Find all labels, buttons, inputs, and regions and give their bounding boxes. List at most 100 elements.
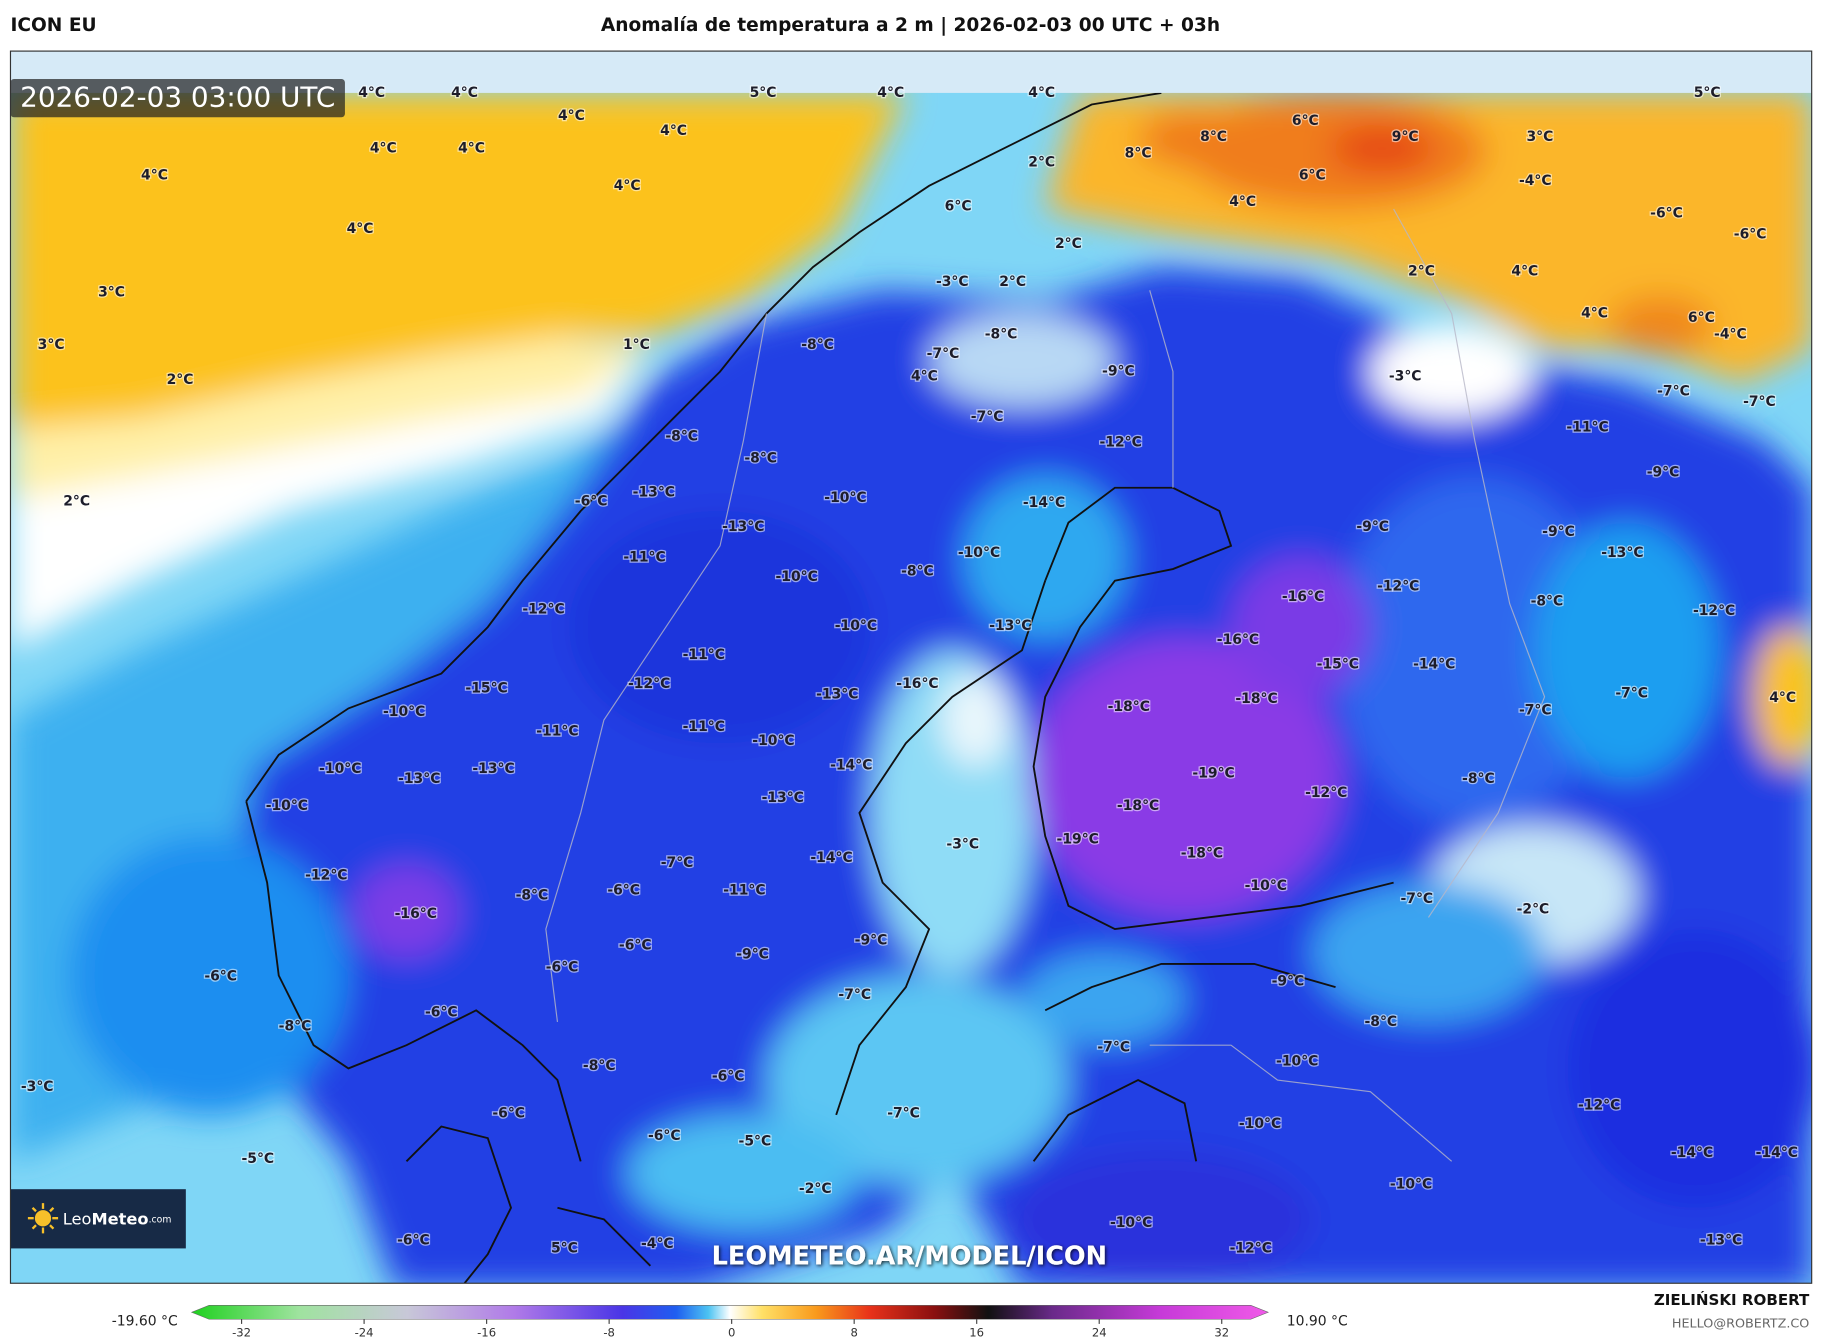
temperature-label: -8°C xyxy=(665,429,698,445)
temperature-label: 1°C xyxy=(623,337,650,353)
temperature-label: -13°C xyxy=(1700,1232,1742,1248)
temperature-label: -7°C xyxy=(1401,891,1434,907)
temperature-label: -14°C xyxy=(1413,656,1455,672)
model-name: ICON EU xyxy=(10,15,96,36)
temperature-label: -6°C xyxy=(425,1005,458,1021)
temperature-label: 8°C xyxy=(1125,145,1152,161)
temperature-label: -13°C xyxy=(1601,545,1643,561)
temperature-label: 2°C xyxy=(1408,264,1435,280)
temperature-label: -10°C xyxy=(958,545,1000,561)
temperature-label: 5°C xyxy=(1694,85,1721,101)
temperature-field xyxy=(10,92,1812,1284)
colorbar-tick-label: 24 xyxy=(1092,1326,1107,1339)
temperature-label: -14°C xyxy=(830,757,872,773)
temperature-label: 3°C xyxy=(38,337,65,353)
colorbar-tick-label: -32 xyxy=(232,1326,251,1339)
temperature-label: 2°C xyxy=(1055,236,1082,252)
temperature-label: -15°C xyxy=(465,681,507,697)
temperature-label: 5°C xyxy=(750,85,777,101)
temperature-label: -10°C xyxy=(1239,1116,1281,1132)
temperature-label: -7°C xyxy=(1097,1040,1130,1056)
temperature-label: -13°C xyxy=(989,618,1031,634)
temperature-label: 3°C xyxy=(98,285,125,301)
temperature-label: -7°C xyxy=(1519,703,1552,719)
temperature-label: 6°C xyxy=(945,199,972,215)
colorbar-tick-label: -24 xyxy=(355,1326,374,1339)
temperature-label: 4°C xyxy=(911,368,938,384)
temperature-label: -7°C xyxy=(927,346,960,362)
temperature-label: -13°C xyxy=(816,686,858,702)
temperature-label: -12°C xyxy=(305,868,347,884)
temperature-label: -8°C xyxy=(1462,771,1495,787)
temperature-label: 4°C xyxy=(458,141,485,157)
temperature-label: -6°C xyxy=(204,969,237,985)
temperature-label: -10°C xyxy=(1276,1053,1318,1069)
temperature-label: -11°C xyxy=(623,549,665,565)
temperature-label: -4°C xyxy=(641,1236,674,1252)
temperature-label: 6°C xyxy=(1292,113,1319,129)
temperature-label: -16°C xyxy=(1282,589,1324,605)
temperature-label: 2°C xyxy=(167,372,194,388)
temperature-label: -5°C xyxy=(739,1134,772,1150)
temperature-label: 4°C xyxy=(1229,194,1256,210)
temperature-label: -9°C xyxy=(855,933,888,949)
temperature-label: -11°C xyxy=(1566,419,1608,435)
logo: LeoMeteo.com xyxy=(10,1189,186,1249)
temperature-label: -12°C xyxy=(1230,1240,1272,1256)
temperature-label: -3°C xyxy=(946,836,979,852)
temperature-label: 4°C xyxy=(1511,264,1538,280)
temperature-label: 4°C xyxy=(614,178,641,194)
temperature-label: 4°C xyxy=(558,108,585,124)
temperature-label: -10°C xyxy=(1390,1177,1432,1193)
temperature-label: -8°C xyxy=(1531,594,1564,610)
temperature-label: -19°C xyxy=(1057,832,1099,848)
logo-bold: Meteo xyxy=(91,1209,148,1228)
logo-light: Leo xyxy=(63,1209,92,1228)
temperature-label: -10°C xyxy=(835,618,877,634)
temperature-label: -6°C xyxy=(1650,206,1683,222)
temperature-label: -12°C xyxy=(522,602,564,618)
temperature-label: 4°C xyxy=(1581,306,1608,322)
temperature-label: -9°C xyxy=(1102,364,1135,380)
temperature-label: 4°C xyxy=(1028,85,1055,101)
temperature-label: 9°C xyxy=(1392,129,1419,145)
temperature-label: 2°C xyxy=(1028,155,1055,171)
temperature-label: -3°C xyxy=(1389,368,1422,384)
temperature-label: -6°C xyxy=(712,1069,745,1085)
temperature-label: -18°C xyxy=(1108,699,1150,715)
temperature-label: -12°C xyxy=(1693,603,1735,619)
temperature-label: -10°C xyxy=(266,798,308,814)
temperature-label: -8°C xyxy=(1365,1014,1398,1030)
temperature-label: -4°C xyxy=(1519,173,1552,189)
temperature-label: -11°C xyxy=(536,724,578,740)
temperature-label: 4°C xyxy=(358,85,385,101)
temperature-label: -10°C xyxy=(824,490,866,506)
temperature-label: -6°C xyxy=(619,937,652,953)
temperature-label: -16°C xyxy=(1217,632,1259,648)
colorbar-tick-label: 16 xyxy=(969,1326,984,1339)
temperature-label: -8°C xyxy=(801,337,834,353)
temperature-label: -9°C xyxy=(1647,465,1680,481)
temperature-label: -6°C xyxy=(607,883,640,899)
temperature-label: -8°C xyxy=(279,1019,312,1035)
temperature-label: 6°C xyxy=(1299,167,1326,183)
temperature-label: -10°C xyxy=(1110,1215,1152,1231)
temperature-label: -7°C xyxy=(1657,383,1690,399)
temperature-labels: 4°C 4°C 5°C 4°C 4°C 5°C 4°C 4°C 4°C 4°C 4°C 4°C 4°C 8… xyxy=(20,84,1800,1258)
temperature-label: -14°C xyxy=(810,850,852,866)
temperature-label: -10°C xyxy=(776,569,818,585)
temperature-label: -13°C xyxy=(633,484,675,500)
temperature-label: -10°C xyxy=(1245,878,1287,894)
temperature-label: -12°C xyxy=(1377,578,1419,594)
temperature-label: -19°C xyxy=(1192,765,1234,781)
temperature-label: 8°C xyxy=(1200,129,1227,145)
author: ZIELIŃSKI ROBERT xyxy=(1654,1290,1810,1309)
temperature-label: -6°C xyxy=(492,1106,525,1122)
temperature-label: -7°C xyxy=(1743,394,1776,410)
temperature-label: 2°C xyxy=(999,274,1026,290)
temperature-label: 6°C xyxy=(1688,310,1715,326)
temperature-label: -11°C xyxy=(723,883,765,899)
watermark: LEOMETEO.AR/MODEL/ICON xyxy=(712,1242,1107,1272)
temperature-label: -18°C xyxy=(1181,846,1223,862)
